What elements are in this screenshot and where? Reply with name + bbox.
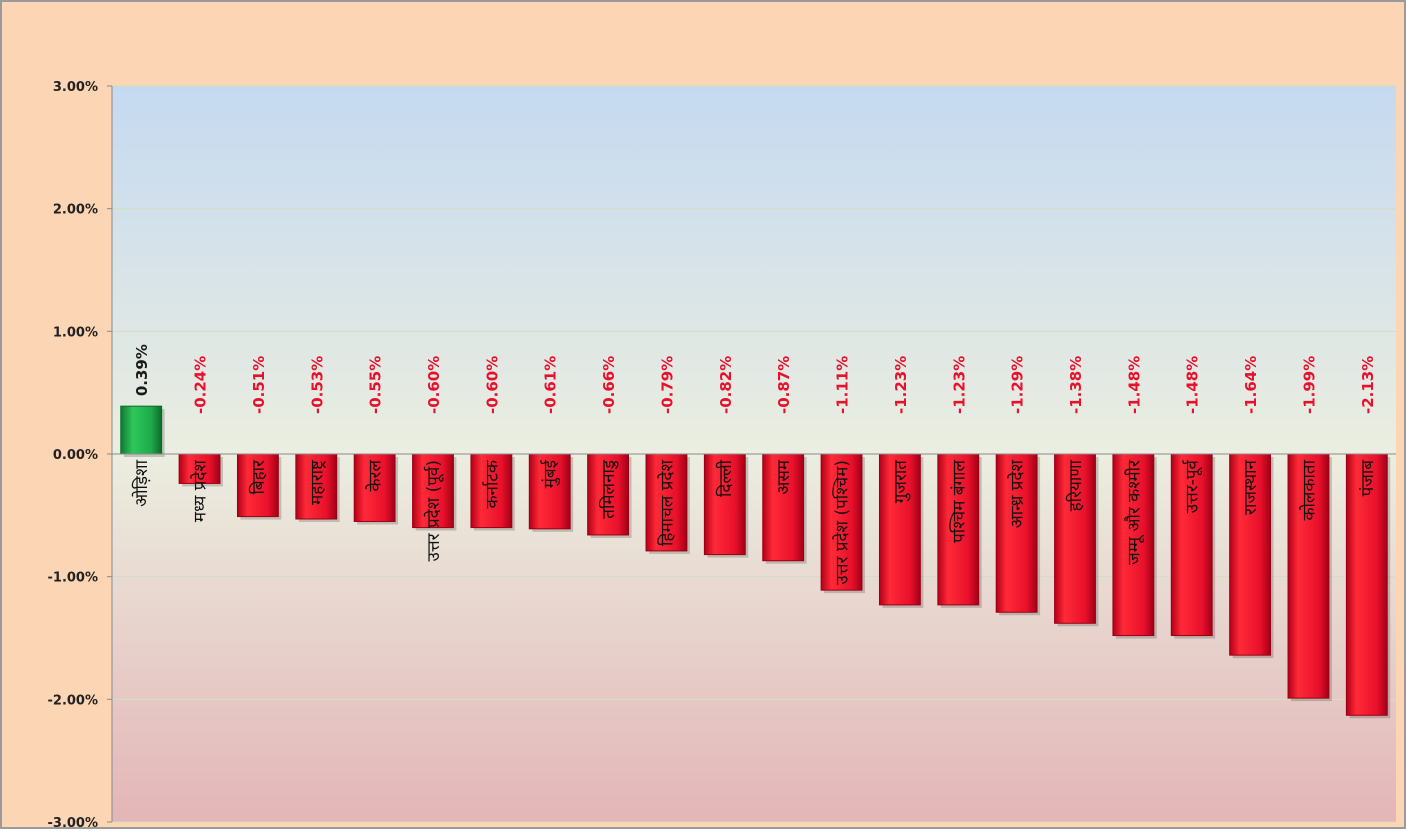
value-label: -0.60% (425, 356, 443, 414)
value-label: -1.64% (1242, 356, 1260, 414)
y-tick-label: 0.00% (53, 448, 98, 463)
category-label: मध्य प्रदेश (190, 460, 211, 523)
category-label: आन्ध्र प्रदेश (1007, 460, 1028, 529)
value-label: -1.23% (892, 356, 910, 414)
value-label: -0.87% (775, 356, 793, 414)
bar (120, 405, 163, 455)
category-label: असम (774, 459, 794, 494)
value-label: -2.13% (1359, 356, 1377, 414)
y-tick-label: 1.00% (53, 325, 98, 340)
bar (820, 453, 863, 591)
value-label: -1.29% (1009, 356, 1027, 414)
category-label: कर्नाटक (481, 459, 502, 508)
bar (995, 453, 1038, 613)
bar (1054, 453, 1096, 624)
category-label: महाराष्ट्र (307, 459, 327, 505)
category-label: दिल्ली (715, 459, 736, 497)
value-label: -0.82% (717, 356, 735, 414)
category-label: पंजाब (1358, 460, 1378, 497)
value-label: -1.48% (1125, 356, 1143, 414)
category-label: केरल (365, 460, 386, 492)
bar (412, 453, 454, 529)
bar (353, 453, 396, 522)
value-label: -1.99% (1300, 356, 1318, 414)
bar (645, 453, 688, 552)
bar (703, 453, 746, 556)
value-label: -0.24% (192, 356, 210, 414)
bar (762, 453, 805, 562)
category-label: हिमाचल प्रदेश (656, 460, 677, 546)
value-label: -0.53% (308, 356, 326, 414)
category-label: ओड़िशा (131, 459, 152, 506)
category-label: उत्तर प्रदेश (पूर्व) (423, 460, 444, 561)
category-label: जम्मू और कश्मीर (1123, 459, 1144, 565)
category-label: हरियाणा (1065, 459, 1086, 511)
category-label: राजस्थान (1241, 459, 1261, 515)
value-label: 0.39% (133, 344, 151, 396)
bar (528, 453, 571, 530)
bar (178, 453, 221, 484)
y-tick-label: 2.00% (53, 203, 98, 218)
y-tick-label: -1.00% (48, 571, 99, 586)
category-label: उत्तर-पूर्व (1182, 459, 1203, 513)
y-tick-label: 3.00% (53, 80, 98, 95)
value-label: -1.48% (1184, 356, 1202, 414)
bar (295, 453, 338, 520)
bar (587, 453, 630, 536)
value-label: -0.55% (367, 356, 385, 414)
bar (236, 453, 279, 518)
category-label: उत्तर प्रदेश (पश्चिम) (832, 460, 853, 585)
value-label: -0.61% (542, 356, 560, 414)
bars (120, 405, 1391, 719)
value-label: -1.38% (1067, 356, 1085, 414)
bar (1229, 453, 1272, 656)
category-label: पश्चिम बंगाल (948, 460, 969, 543)
value-label: -0.66% (600, 356, 618, 414)
bar (470, 453, 513, 529)
category-label: गुजरात (891, 460, 911, 504)
category-label: बिहार (248, 459, 269, 495)
value-label: -0.79% (658, 356, 676, 414)
bar (1112, 453, 1155, 637)
bar (1287, 453, 1330, 699)
value-label: -1.23% (950, 356, 968, 414)
y-axis-ticks: 3.00% 2.00% 1.00% 0.00% -1.00% -2.00% -3.00% (48, 80, 112, 831)
value-label: -1.11% (834, 356, 852, 414)
bar (878, 453, 921, 606)
bar (1345, 453, 1388, 716)
category-label: तमिलनाडु (598, 459, 619, 519)
value-label: -0.51% (250, 356, 268, 414)
category-label: मुंबई (540, 459, 561, 488)
y-tick-label: -2.00% (48, 693, 99, 708)
y-tick-label: -3.00% (48, 816, 99, 831)
category-labels: ओड़िशा मध्य प्रदेश बिहार महाराष्ट्र केरल उत्त… (131, 459, 1378, 585)
category-label: कोलकाता (1298, 459, 1319, 520)
value-label: -0.60% (483, 356, 501, 414)
value-labels: 0.39% -0.24% -0.51% -0.53% -0.55% -0.60% -0.60… (133, 344, 1377, 414)
